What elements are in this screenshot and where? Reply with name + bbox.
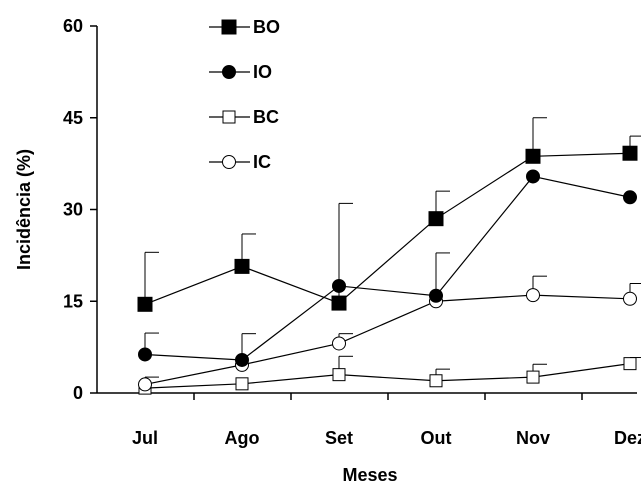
x-tick-label: Nov [516, 428, 550, 448]
legend-marker [222, 110, 236, 124]
x-tick-label: Ago [225, 428, 260, 448]
y-tick-label: 60 [63, 16, 83, 36]
legend-item-bc: BC [209, 107, 279, 127]
x-axis-ticks: Jul Ago Set Out Nov Dez [132, 393, 641, 448]
data-point [526, 169, 540, 184]
y-tick-label: 0 [73, 383, 83, 403]
legend-marker [221, 19, 237, 35]
legend-label: BC [253, 107, 279, 127]
data-point [623, 291, 637, 306]
x-axis-title: Meses [342, 465, 397, 485]
legend-item-io: IO [209, 62, 272, 82]
legend-item-bo: BO [209, 17, 280, 37]
y-tick-label: 45 [63, 108, 83, 128]
y-axis-title: Incidência (%) [14, 149, 34, 270]
legend-marker [222, 155, 236, 169]
axes [96, 26, 637, 394]
x-tick-label: Out [421, 428, 452, 448]
data-point [429, 288, 443, 303]
legend: BO IO BC IC [209, 17, 280, 172]
x-tick-label: Jul [132, 428, 158, 448]
data-point [332, 336, 346, 351]
series-line [144, 175, 631, 361]
series-bo [137, 117, 641, 312]
legend-item-ic: IC [209, 152, 271, 172]
data-point [332, 368, 346, 382]
series-io [138, 169, 637, 367]
data-point [623, 190, 637, 205]
data-point [138, 377, 152, 392]
x-tick-label: Dez [614, 428, 641, 448]
y-tick-label: 15 [63, 291, 83, 311]
data-point [234, 258, 250, 274]
data-point [235, 352, 249, 367]
legend-marker [222, 65, 236, 79]
plot-area [137, 117, 641, 395]
data-point [138, 347, 152, 362]
legend-label: IC [253, 152, 271, 172]
data-point [526, 370, 540, 384]
y-axis-ticks: 0 15 30 45 60 [63, 16, 97, 403]
series-line [144, 363, 631, 389]
data-point [235, 377, 249, 391]
series-line [144, 294, 631, 386]
legend-label: BO [253, 17, 280, 37]
data-point [623, 357, 637, 371]
data-point [331, 295, 347, 311]
data-point [137, 296, 153, 312]
y-tick-label: 30 [63, 200, 83, 220]
x-tick-label: Set [325, 428, 353, 448]
legend-label: IO [253, 62, 272, 82]
series-bc [138, 355, 641, 395]
data-point [526, 288, 540, 303]
series-line [144, 152, 631, 305]
series-ic [138, 275, 641, 392]
data-point [429, 374, 443, 388]
data-point [622, 145, 638, 161]
data-point [428, 211, 444, 227]
data-point [525, 148, 541, 164]
